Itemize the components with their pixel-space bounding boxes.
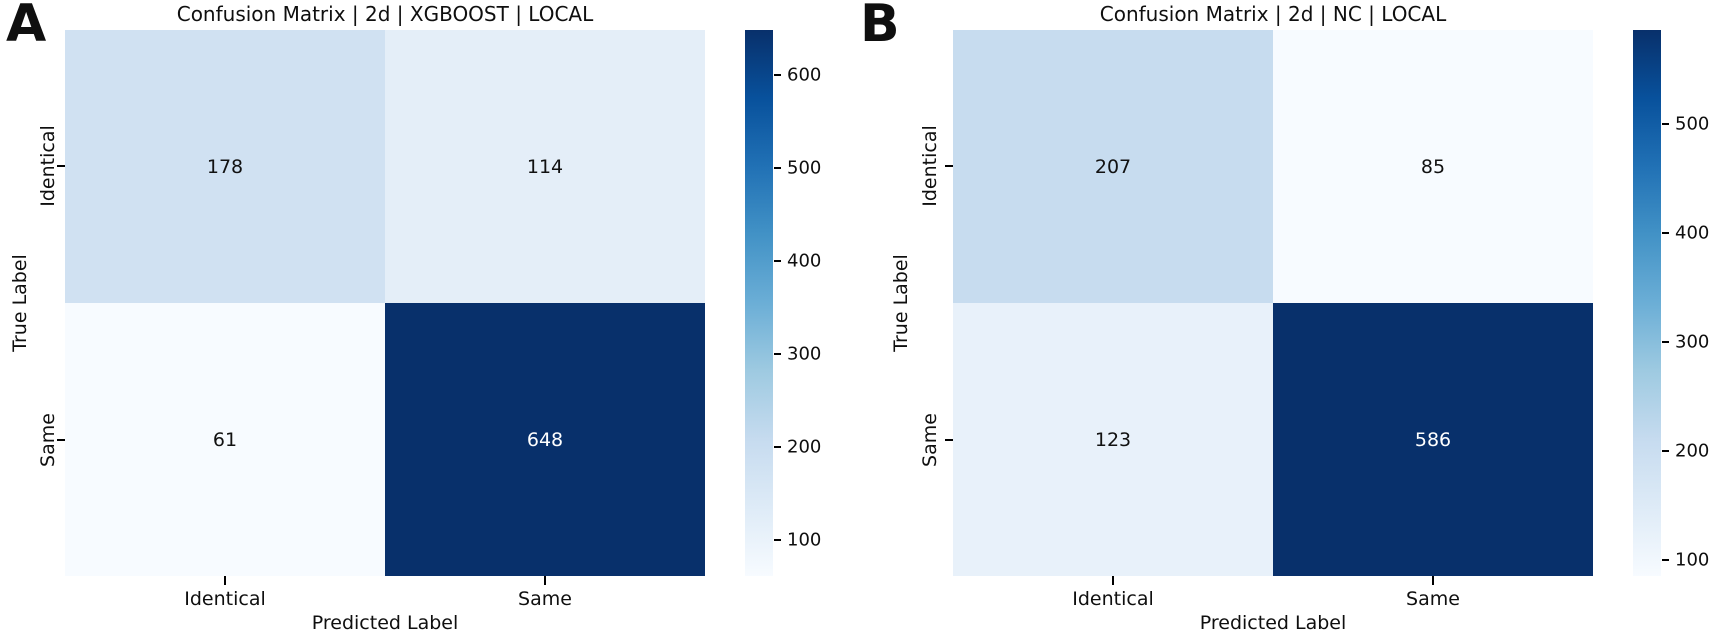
y-axis-label-b: True Label xyxy=(890,254,912,352)
x-tick-mark xyxy=(1432,576,1434,585)
x-axis-label-a: Predicted Label xyxy=(311,612,459,634)
heatmap-a: 178 114 61 648 xyxy=(65,30,705,576)
colorbar-a: 100 200 300 400 500 600 xyxy=(745,30,821,576)
colorbar-tick-mark xyxy=(1662,122,1669,125)
colorbar-tick-label: 100 xyxy=(787,529,822,551)
x-tick-label-identical-b: Identical xyxy=(1072,588,1154,610)
colorbar-tick-mark xyxy=(774,538,781,541)
x-tick-label-identical-a: Identical xyxy=(184,588,266,610)
heatmap-cell-b-r1c1: 586 xyxy=(1273,303,1593,576)
colorbar-tick-label: 600 xyxy=(787,64,822,86)
heatmap-cell-a-r1c1: 648 xyxy=(385,303,705,576)
colorbar-tick-mark xyxy=(1662,231,1669,234)
y-tick-label-identical-b: Identical xyxy=(919,125,941,207)
colorbar-tick-label: 400 xyxy=(787,250,822,272)
y-tick-mark xyxy=(57,165,65,167)
x-tick-mark xyxy=(1112,576,1114,585)
cell-value: 207 xyxy=(1094,155,1132,178)
x-tick-label-same-b: Same xyxy=(1406,588,1460,610)
y-tick-mark xyxy=(945,165,953,167)
y-tick-label-same-b: Same xyxy=(919,413,941,467)
x-axis-label-b: Predicted Label xyxy=(1199,612,1347,634)
cell-value: 61 xyxy=(212,428,238,451)
heatmap-b: 207 85 123 586 xyxy=(953,30,1593,576)
cell-value: 123 xyxy=(1094,428,1132,451)
cell-value: 178 xyxy=(206,155,244,178)
colorbar-tick-label: 200 xyxy=(1675,440,1710,462)
heatmap-cell-a-r0c1: 114 xyxy=(385,30,705,303)
colorbar-tick-label: 500 xyxy=(787,157,822,179)
colorbar-tick-mark xyxy=(1662,558,1669,561)
heatmap-cell-b-r0c1: 85 xyxy=(1273,30,1593,303)
x-tick-mark xyxy=(224,576,226,585)
colorbar-tick-mark xyxy=(774,166,781,169)
y-tick-mark xyxy=(945,439,953,441)
colorbar-tick-label: 500 xyxy=(1675,113,1710,135)
heatmap-cell-a-r1c0: 61 xyxy=(65,303,385,576)
colorbar-tick-mark xyxy=(1662,449,1669,452)
colorbar-b: 100 200 300 400 500 xyxy=(1633,30,1709,576)
y-tick-mark xyxy=(57,439,65,441)
colorbar-tick-mark xyxy=(774,259,781,262)
colorbar-tick-label: 400 xyxy=(1675,222,1710,244)
colorbar-tick-label: 100 xyxy=(1675,549,1710,571)
colorbar-gradient xyxy=(1633,30,1661,576)
colorbar-tick-label: 300 xyxy=(787,343,822,365)
panel-label-b: B xyxy=(860,0,900,54)
heatmap-cell-b-r0c0: 207 xyxy=(953,30,1273,303)
cell-value: 85 xyxy=(1420,155,1446,178)
x-tick-mark xyxy=(544,576,546,585)
colorbar-tick-mark xyxy=(774,352,781,355)
colorbar-tick-mark xyxy=(774,445,781,448)
cell-value: 114 xyxy=(526,155,564,178)
colorbar-ticks: 100 200 300 400 500 600 xyxy=(745,30,835,576)
colorbar-ticks: 100 200 300 400 500 xyxy=(1633,30,1713,576)
plot-title-b: Confusion Matrix | 2d | NC | LOCAL xyxy=(1099,2,1447,26)
colorbar-tick-label: 300 xyxy=(1675,331,1710,353)
cell-value: 586 xyxy=(1414,428,1452,451)
x-tick-label-same-a: Same xyxy=(518,588,572,610)
cell-value: 648 xyxy=(526,428,564,451)
heatmap-cell-b-r1c0: 123 xyxy=(953,303,1273,576)
colorbar-tick-label: 200 xyxy=(787,436,822,458)
colorbar-gradient xyxy=(745,30,773,576)
heatmap-cell-a-r0c0: 178 xyxy=(65,30,385,303)
colorbar-tick-mark xyxy=(1662,340,1669,343)
plot-title-a: Confusion Matrix | 2d | XGBOOST | LOCAL xyxy=(176,2,594,26)
panel-label-a: A xyxy=(6,0,46,54)
colorbar-tick-mark xyxy=(774,73,781,76)
